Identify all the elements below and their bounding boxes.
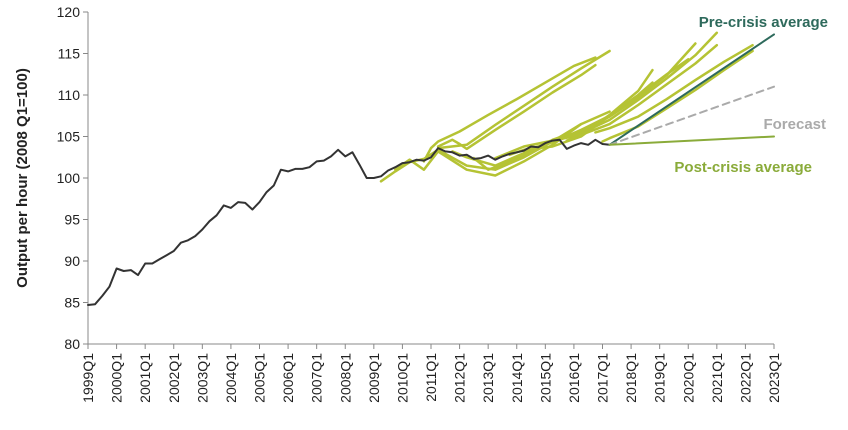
x-tick-label: 2018Q1 (623, 353, 639, 403)
y-tick-label: 100 (57, 170, 81, 186)
series-line-forecast-2011 (422, 56, 597, 163)
series-line-actual (87, 138, 611, 306)
y-tick-label: 90 (64, 253, 80, 269)
forecast-label: Forecast (763, 116, 826, 133)
x-axis: 1999Q1 2000Q1 2001Q1 2002Q1 2003Q1 2004Q1 2005… (80, 343, 782, 403)
x-tick-label: 2014Q1 (509, 353, 525, 403)
x-tick-label: 2004Q1 (223, 353, 239, 403)
x-tick-label: 2016Q1 (566, 353, 582, 403)
x-tick-label: 1999Q1 (80, 353, 96, 403)
y-tick-label: 115 (58, 46, 81, 62)
pre-crisis-average-label: Pre-crisis average (699, 14, 828, 31)
x-tick-label: 2008Q1 (337, 353, 353, 403)
series-line-post-crisis-average (608, 135, 775, 146)
series-line-forecast-2016b (565, 43, 719, 142)
x-tick-label: 2012Q1 (452, 353, 468, 403)
x-tick-label: 2005Q1 (252, 353, 268, 403)
x-tick-label: 2020Q1 (680, 353, 696, 403)
series-line-forecast-2017b (601, 49, 754, 143)
x-tick-label: 2023Q1 (766, 353, 782, 403)
x-tick-label: 2010Q1 (394, 353, 410, 403)
series-line-forecast (608, 85, 775, 146)
y-tick-label: 105 (57, 129, 81, 145)
series-line-forecast-2017 (594, 43, 754, 134)
x-tick-label: 2015Q1 (537, 353, 553, 403)
x-tick-label: 2011Q1 (423, 353, 439, 402)
x-tick-label: 2002Q1 (166, 353, 182, 403)
post-crisis-average-label: Post-crisis average (674, 159, 812, 176)
y-axis: 80 85 90 95 100 105 110 115 120 (57, 4, 89, 352)
x-tick-label: 2009Q1 (366, 353, 382, 403)
x-tick-label: 2003Q1 (194, 353, 210, 403)
series-line-forecast-2016a (551, 31, 719, 143)
x-tick-label: 2006Q1 (280, 353, 296, 403)
y-tick-label: 85 (64, 295, 80, 311)
y-tick-label: 95 (64, 212, 80, 228)
x-tick-label: 2007Q1 (309, 353, 325, 403)
y-tick-label: 110 (58, 87, 81, 103)
y-axis-label: Output per hour (2008 Q1=100) (14, 68, 31, 288)
series-line-pre-crisis-average (608, 33, 775, 146)
plot-area (87, 31, 775, 306)
x-tick-label: 2000Q1 (109, 353, 125, 403)
x-tick-label: 2021Q1 (709, 353, 725, 403)
x-tick-label: 2022Q1 (737, 353, 753, 403)
x-tick-label: 2001Q1 (137, 353, 153, 403)
y-tick-label: 120 (57, 4, 81, 20)
series-line-forecast-2012b (436, 63, 597, 151)
y-tick-label: 80 (64, 336, 80, 352)
series-line-forecast-2012a (436, 49, 611, 150)
x-tick-label: 2013Q1 (480, 353, 496, 403)
series-line-forecast-2015a (522, 58, 690, 152)
x-tick-label: 2019Q1 (652, 353, 668, 403)
x-tick-label: 2017Q1 (595, 353, 611, 403)
